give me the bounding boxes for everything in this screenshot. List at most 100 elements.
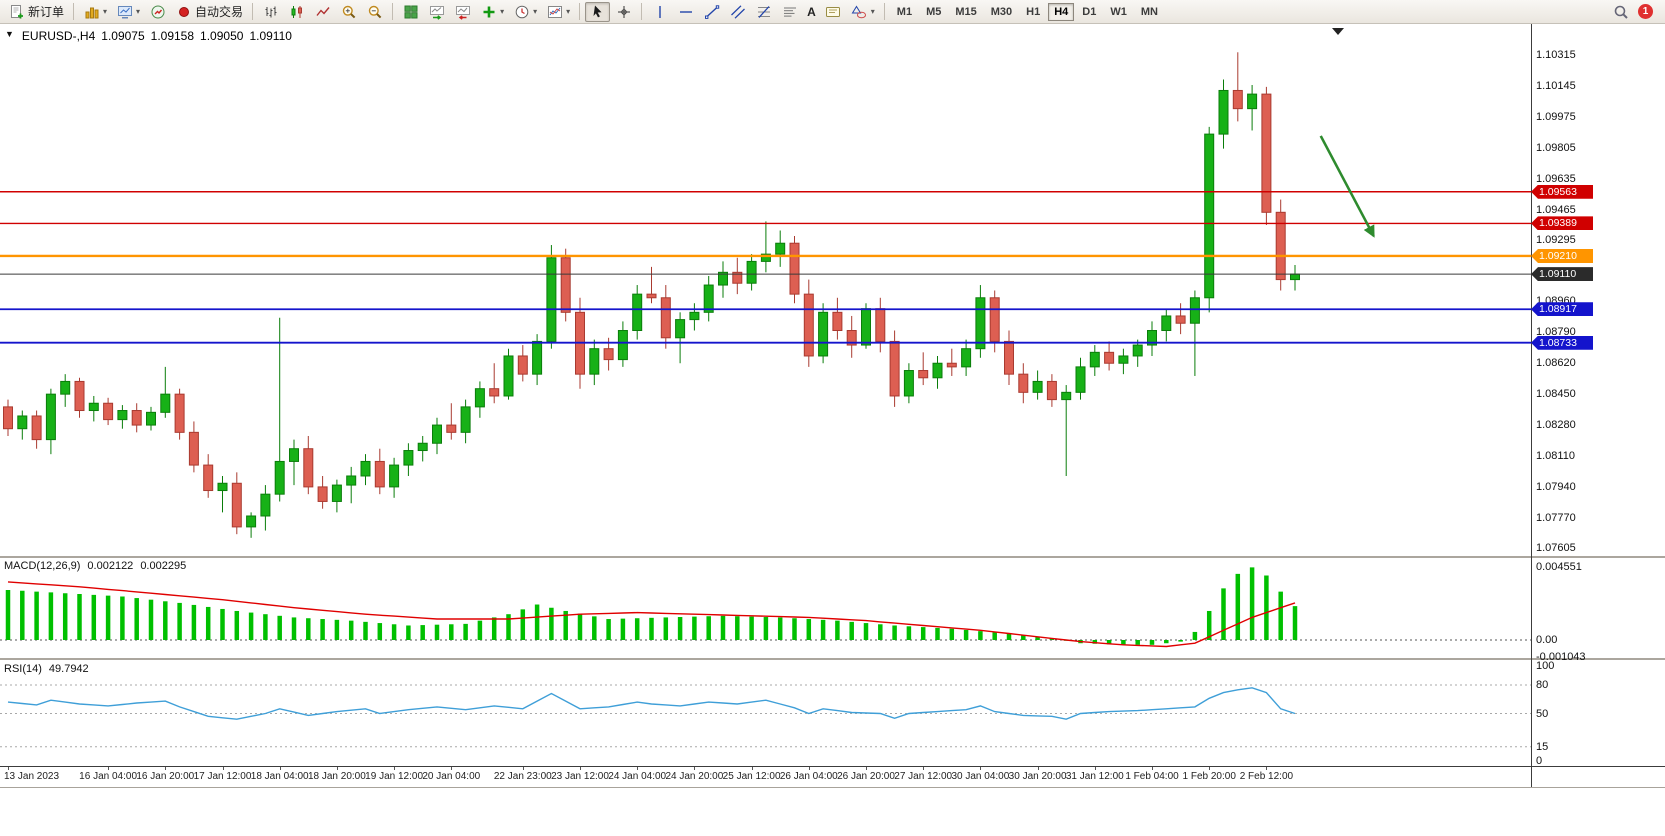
price-axis-label: 1.10145 xyxy=(1536,79,1576,92)
candlestick-mode-button[interactable] xyxy=(284,2,309,22)
timeframe-mn-button[interactable]: MN xyxy=(1135,3,1164,21)
rsi-axis-label: 100 xyxy=(1536,660,1555,672)
cursor-icon xyxy=(589,3,606,20)
macd-pane[interactable] xyxy=(0,558,1531,658)
timeframe-m30-button[interactable]: M30 xyxy=(985,3,1018,21)
shapes-tool-button[interactable]: ▾ xyxy=(847,2,879,22)
rsi-label: RSI(14) 49.7942 xyxy=(4,663,89,675)
time-axis-tick xyxy=(923,767,925,770)
crosshair-tool-button[interactable] xyxy=(611,2,636,22)
templates-icon xyxy=(546,3,563,20)
dropdown-caret-icon: ▾ xyxy=(136,6,141,16)
candlestick-icon xyxy=(288,3,305,20)
autoscroll-button[interactable] xyxy=(424,2,449,22)
pitchfork-tool-button[interactable] xyxy=(777,2,802,22)
bar-chart-mode-button[interactable] xyxy=(258,2,283,22)
quote-open: 1.09075 xyxy=(101,29,145,43)
clock-icon xyxy=(513,3,530,20)
one-click-trading-toggle[interactable]: ▼ xyxy=(5,29,14,39)
periods-button[interactable]: ▾ xyxy=(509,2,541,22)
price-chart-plot[interactable]: ▼ EURUSD-,H4 1.09075 1.09158 1.09050 1.0… xyxy=(0,25,1531,556)
price-axis-label: 1.09805 xyxy=(1536,141,1576,154)
rsi-axis-label: 50 xyxy=(1536,707,1549,720)
time-axis-label: 16 Jan 20:00 xyxy=(136,771,195,782)
rsi-axis-label: 80 xyxy=(1536,679,1549,691)
candles xyxy=(3,52,1300,538)
chart-shift-button[interactable] xyxy=(450,2,475,22)
macd-signal-line xyxy=(7,581,1296,648)
cursor-tool-button[interactable] xyxy=(585,1,611,22)
price-axis-label: 1.08280 xyxy=(1536,419,1576,432)
pane-separator[interactable] xyxy=(0,658,1665,660)
time-axis-tick xyxy=(1152,767,1153,770)
timeframe-h4-button[interactable]: H4 xyxy=(1048,2,1075,21)
fibonacci-tool-button[interactable] xyxy=(751,2,776,22)
time-axis-tick xyxy=(980,767,982,770)
time-axis-label: 24 Jan 20:00 xyxy=(665,771,724,782)
time-axis-tick xyxy=(580,767,581,770)
timeframe-h1-button[interactable]: H1 xyxy=(1020,3,1046,21)
trend-arrow-annotation[interactable] xyxy=(1319,135,1375,238)
time-axis-label: 26 Jan 04:00 xyxy=(779,771,838,782)
autoscroll-icon xyxy=(428,3,445,20)
new-chart-button[interactable]: ▾ xyxy=(79,2,111,22)
timeframe-m5-button[interactable]: M5 xyxy=(920,3,947,21)
time-axis-label: 19 Jan 12:00 xyxy=(365,771,423,782)
time-axis-border xyxy=(0,766,1665,767)
pitchfork-icon xyxy=(781,3,798,20)
timeframe-m1-button[interactable]: M1 xyxy=(891,3,918,21)
price-tag-1.09563: 1.09563 xyxy=(1531,184,1593,199)
horizontal-line-icon xyxy=(677,3,694,20)
dropdown-caret-icon: ▾ xyxy=(533,6,538,16)
channel-icon xyxy=(729,3,746,20)
time-axis-label: 26 Jan 20:00 xyxy=(837,771,895,782)
zoom-out-icon xyxy=(366,3,383,20)
price-axis-label: 1.07940 xyxy=(1536,480,1576,493)
label-tool-button[interactable] xyxy=(821,2,846,22)
timeframe-w1-button[interactable]: W1 xyxy=(1104,3,1133,21)
timeframe-d1-button[interactable]: D1 xyxy=(1076,3,1102,21)
zoom-in-button[interactable] xyxy=(336,2,361,22)
line-chart-mode-button[interactable] xyxy=(310,2,335,22)
chart-shift-marker[interactable] xyxy=(1332,28,1344,35)
time-axis-tick xyxy=(8,767,9,770)
price-tag-1.09389: 1.09389 xyxy=(1531,216,1593,231)
templates-button[interactable]: ▾ xyxy=(542,2,574,22)
time-axis-label: 2 Feb 12:00 xyxy=(1239,771,1294,782)
pane-separator[interactable] xyxy=(0,556,1665,558)
notification-badge[interactable]: 1 xyxy=(1638,4,1653,19)
market-watch-button[interactable] xyxy=(145,2,170,22)
price-axis-label: 1.08110 xyxy=(1536,449,1575,462)
time-axis-tick xyxy=(1094,767,1096,770)
horizontal-line-tool-button[interactable] xyxy=(673,2,698,22)
trendline-tool-button[interactable] xyxy=(699,2,724,22)
timeframe-m15-button[interactable]: M15 xyxy=(949,3,982,21)
time-axis-tick xyxy=(1037,767,1039,770)
time-axis-label: 23 Jan 12:00 xyxy=(551,771,609,782)
price-axis-label: 1.09635 xyxy=(1536,172,1576,185)
indicators-button[interactable]: ▾ xyxy=(476,2,508,22)
time-axis-tick xyxy=(522,767,524,770)
autotrading-button[interactable]: 自动交易 xyxy=(171,2,247,22)
toolbar-separator xyxy=(641,3,643,20)
time-axis-label: 17 Jan 12:00 xyxy=(193,771,252,782)
time-axis-label: 30 Jan 04:00 xyxy=(951,771,1010,782)
price-axis-label: 1.08620 xyxy=(1536,357,1576,370)
new-order-button[interactable]: 新订单 xyxy=(4,2,68,22)
vertical-line-tool-button[interactable] xyxy=(647,2,672,22)
text-tool-button[interactable]: A xyxy=(803,2,820,22)
time-axis-label: 20 Jan 04:00 xyxy=(422,771,481,782)
autotrading-status-icon xyxy=(175,3,192,20)
toolbar-separator xyxy=(73,3,75,20)
macd-name: MACD(12,26,9) xyxy=(4,560,81,572)
price-tag-1.08733: 1.08733 xyxy=(1531,335,1593,350)
time-axis-label: 18 Jan 04:00 xyxy=(250,771,309,782)
profiles-button[interactable]: ▾ xyxy=(112,2,144,22)
tile-windows-button[interactable] xyxy=(398,2,423,22)
search-button[interactable] xyxy=(1608,2,1633,22)
time-axis-tick xyxy=(222,767,224,770)
new-order-label: 新订单 xyxy=(28,5,65,19)
channel-tool-button[interactable] xyxy=(725,2,750,22)
zoom-out-button[interactable] xyxy=(362,2,387,22)
rsi-pane[interactable] xyxy=(0,660,1531,766)
